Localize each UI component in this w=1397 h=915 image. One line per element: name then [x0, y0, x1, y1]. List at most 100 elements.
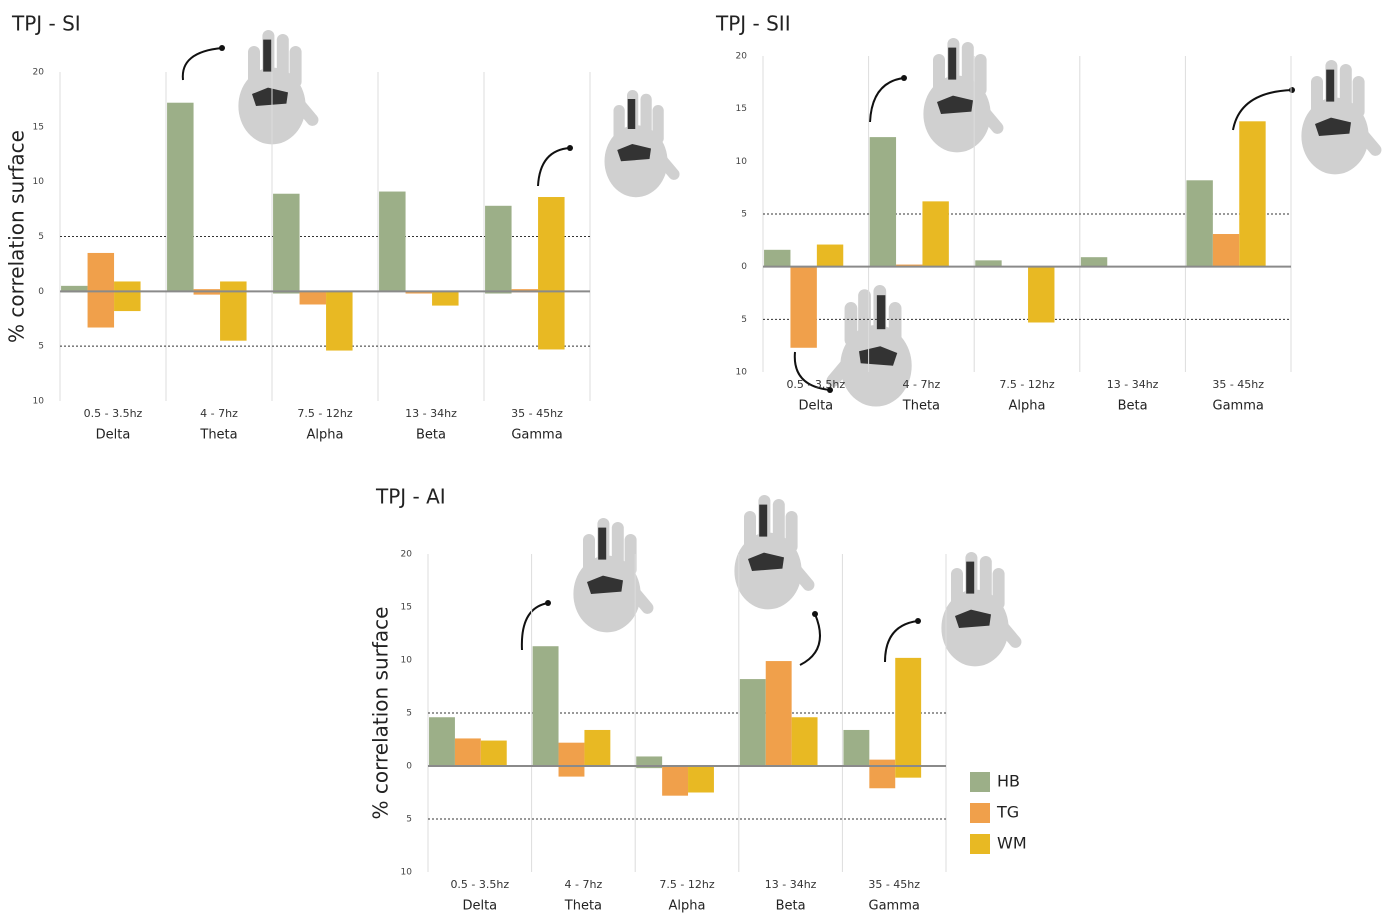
- legend-label: TG: [996, 803, 1019, 822]
- bar: [114, 281, 141, 292]
- finger-patch: [263, 39, 272, 72]
- frequency-label: 4 - 7hz: [565, 878, 603, 891]
- bar: [869, 137, 897, 267]
- hand-illustration: [923, 38, 1004, 153]
- finger: [933, 54, 945, 94]
- finger-patch: [966, 561, 975, 594]
- palm-patch: [1315, 117, 1351, 136]
- bar: [87, 291, 115, 328]
- palm: [734, 532, 802, 610]
- y-tick-label: 15: [736, 104, 747, 114]
- frequency-label: 4 - 7hz: [200, 407, 238, 420]
- bar: [791, 717, 818, 766]
- finger-patch: [759, 504, 768, 537]
- y-tick-label: 10: [33, 177, 45, 187]
- arrow: [793, 351, 831, 391]
- y-tick-label: 0: [406, 762, 412, 772]
- frequency-label: 0.5 - 3.5hz: [786, 378, 845, 391]
- finger: [289, 46, 302, 88]
- bar: [167, 102, 194, 292]
- palm-patch: [617, 144, 651, 162]
- bar: [636, 756, 663, 766]
- category-label: Theta: [564, 899, 602, 914]
- y-tick-label: 5: [406, 815, 412, 825]
- y-tick-label: 5: [741, 210, 747, 220]
- bar: [480, 740, 507, 766]
- finger-patch: [948, 47, 957, 80]
- finger: [583, 534, 595, 574]
- frequency-label: 0.5 - 3.5hz: [84, 407, 143, 420]
- bar: [1028, 266, 1055, 323]
- bar: [688, 766, 714, 793]
- legend-label: HB: [997, 772, 1020, 791]
- thumb: [620, 577, 654, 614]
- arrow-head: [915, 618, 921, 624]
- y-tick-label: 0: [741, 262, 747, 272]
- bar: [273, 291, 300, 294]
- hand-illustration: [941, 552, 1022, 667]
- arrow: [520, 602, 549, 651]
- finger: [951, 568, 963, 608]
- arrow: [181, 47, 223, 81]
- arrow-head: [567, 145, 573, 151]
- palm: [604, 125, 668, 198]
- finger: [611, 522, 624, 575]
- y-tick-label: 5: [406, 709, 412, 719]
- bar: [87, 252, 115, 292]
- category-label: Delta: [462, 899, 497, 914]
- bar: [1080, 257, 1108, 267]
- bar: [432, 291, 459, 306]
- finger: [961, 42, 974, 95]
- frequency-label: 35 - 45hz: [1212, 378, 1264, 391]
- thumb: [781, 554, 815, 591]
- finger: [744, 511, 756, 551]
- bar: [765, 661, 792, 766]
- finger: [276, 34, 289, 87]
- finger-patch: [1326, 69, 1335, 102]
- finger: [1311, 76, 1323, 116]
- y-tick-label: 5: [38, 232, 44, 242]
- hand-illustration: [573, 518, 654, 633]
- frequency-label: 35 - 45hz: [868, 878, 920, 891]
- category-label: Alpha: [1009, 399, 1046, 414]
- arrow-head: [827, 387, 833, 393]
- y-tick-label: 20: [33, 68, 45, 78]
- category-label: Gamma: [511, 428, 562, 443]
- bar: [869, 759, 896, 766]
- finger: [613, 105, 625, 143]
- finger: [844, 302, 858, 347]
- bar: [764, 249, 791, 267]
- arrow-head: [545, 600, 551, 606]
- frequency-label: 13 - 34hz: [405, 407, 457, 420]
- arrow: [869, 77, 905, 123]
- frequency-label: 4 - 7hz: [903, 378, 941, 391]
- hand-illustration: [826, 285, 912, 407]
- palm-patch: [748, 552, 784, 571]
- bar: [538, 291, 565, 350]
- frequency-label: 7.5 - 12hz: [297, 407, 352, 420]
- palm: [941, 589, 1009, 667]
- y-tick-label: 10: [736, 157, 748, 167]
- frequency-label: 35 - 45hz: [511, 407, 563, 420]
- y-axis-label: % correlation surface: [369, 607, 393, 820]
- palm-patch: [937, 95, 973, 114]
- finger: [979, 556, 992, 609]
- bar: [739, 679, 766, 766]
- thumb: [970, 97, 1004, 134]
- palm: [840, 324, 912, 407]
- y-tick-label: 20: [401, 550, 413, 560]
- arrow-head: [219, 45, 225, 51]
- y-tick-label: 10: [401, 656, 413, 666]
- y-axis-label: % correlation surface: [5, 130, 29, 343]
- hand-illustration: [1301, 60, 1382, 175]
- finger: [1339, 64, 1352, 117]
- y-tick-label: 15: [33, 122, 44, 132]
- finger-patch: [627, 99, 636, 129]
- bar: [922, 201, 949, 267]
- thumb: [649, 145, 680, 180]
- bar: [1239, 121, 1266, 267]
- palm-patch: [955, 609, 991, 628]
- bar: [896, 264, 923, 267]
- bar: [273, 193, 300, 292]
